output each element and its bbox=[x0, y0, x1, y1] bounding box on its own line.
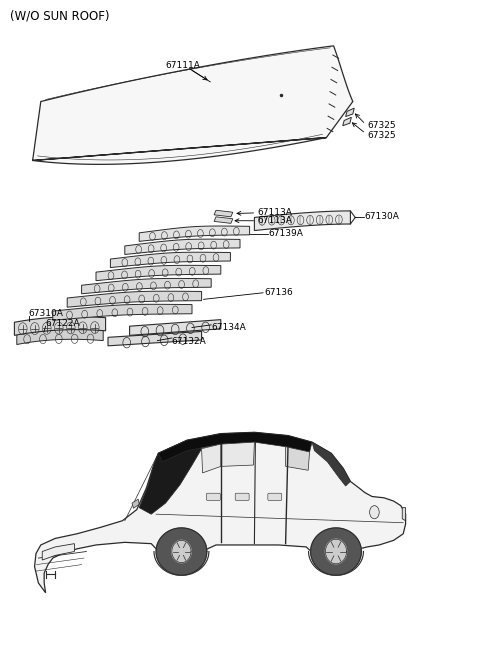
Text: 67139A: 67139A bbox=[269, 229, 304, 238]
FancyBboxPatch shape bbox=[268, 493, 282, 500]
Polygon shape bbox=[311, 528, 361, 575]
Polygon shape bbox=[222, 442, 254, 466]
Polygon shape bbox=[108, 331, 202, 346]
Polygon shape bbox=[402, 508, 406, 521]
Text: 67325: 67325 bbox=[367, 131, 396, 140]
Text: 67113A: 67113A bbox=[257, 208, 292, 217]
Polygon shape bbox=[139, 440, 202, 514]
Polygon shape bbox=[214, 210, 233, 217]
Polygon shape bbox=[286, 447, 310, 470]
Polygon shape bbox=[202, 444, 221, 473]
Polygon shape bbox=[158, 432, 312, 462]
FancyBboxPatch shape bbox=[206, 493, 220, 500]
Polygon shape bbox=[154, 552, 209, 575]
Polygon shape bbox=[96, 265, 221, 280]
Text: 67134A: 67134A bbox=[211, 323, 246, 332]
Polygon shape bbox=[125, 239, 240, 254]
Polygon shape bbox=[346, 108, 354, 117]
Polygon shape bbox=[130, 320, 221, 335]
Polygon shape bbox=[67, 291, 202, 307]
Text: 67113A: 67113A bbox=[257, 216, 292, 225]
Text: 67111A: 67111A bbox=[166, 61, 201, 70]
Polygon shape bbox=[343, 117, 351, 126]
Polygon shape bbox=[139, 226, 250, 241]
Polygon shape bbox=[35, 432, 406, 593]
Text: 67130A: 67130A bbox=[365, 212, 400, 221]
Polygon shape bbox=[110, 252, 230, 267]
Polygon shape bbox=[309, 552, 363, 575]
Polygon shape bbox=[14, 316, 106, 335]
Polygon shape bbox=[172, 540, 191, 563]
Text: 67325: 67325 bbox=[367, 121, 396, 130]
Text: (W/O SUN ROOF): (W/O SUN ROOF) bbox=[10, 10, 109, 23]
Polygon shape bbox=[325, 539, 347, 564]
Polygon shape bbox=[82, 278, 211, 293]
Text: 67136: 67136 bbox=[264, 288, 293, 297]
Polygon shape bbox=[17, 329, 103, 345]
Polygon shape bbox=[33, 46, 353, 164]
Polygon shape bbox=[132, 499, 139, 508]
Polygon shape bbox=[156, 528, 207, 575]
Text: 67310A: 67310A bbox=[29, 309, 64, 318]
Circle shape bbox=[370, 506, 379, 519]
Text: 67132A: 67132A bbox=[172, 337, 206, 346]
Text: 67122A: 67122A bbox=[46, 319, 80, 328]
FancyBboxPatch shape bbox=[235, 493, 249, 500]
Polygon shape bbox=[312, 442, 350, 486]
Polygon shape bbox=[42, 544, 74, 560]
Polygon shape bbox=[53, 305, 192, 320]
Polygon shape bbox=[214, 217, 233, 223]
Polygon shape bbox=[254, 211, 350, 231]
